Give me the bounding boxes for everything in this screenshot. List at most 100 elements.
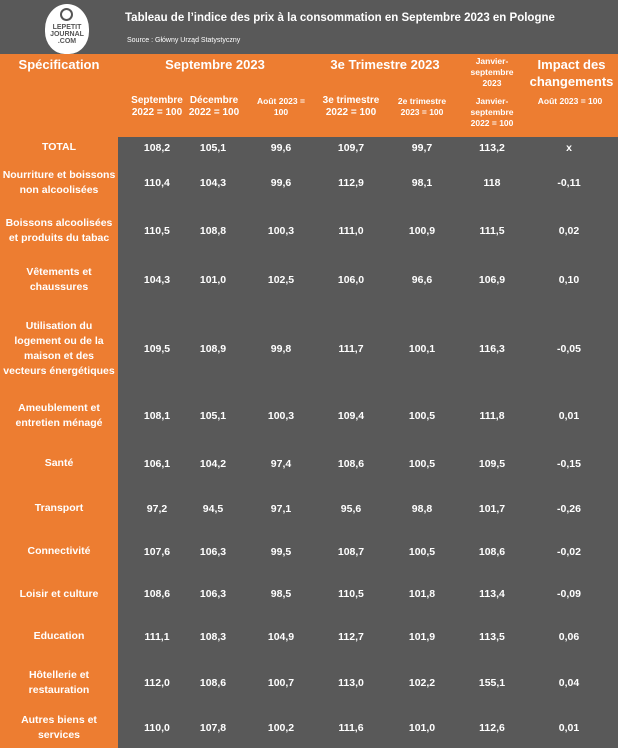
cell-value: 101,7: [478, 502, 506, 515]
cell-value: 94,5: [202, 502, 224, 515]
cell-value: 98,5: [270, 588, 292, 600]
cell-value: 97,4: [270, 457, 292, 470]
page-title: Tableau de l’indice des prix à la consom…: [125, 12, 555, 24]
source-text: Source : Główny Urząd Statystyczny: [127, 37, 241, 44]
cell-value: 104,2: [199, 457, 227, 470]
cell-value: 113,2: [479, 141, 505, 154]
cell-value: 111,0: [338, 225, 364, 237]
subheader: Août 2023 = 100: [257, 96, 305, 117]
cell-value: 100,1: [408, 342, 436, 355]
row-label: Vêtements et chaussures: [26, 266, 92, 293]
cell-value: 109,7: [337, 141, 365, 154]
cell-value: 100,5: [408, 457, 436, 470]
cell-value: 104,3: [143, 274, 171, 286]
table-row: Autres biens et services 110,0 107,8 100,2 1…: [0, 708, 618, 748]
cell-value: 111,7: [338, 342, 364, 355]
cell-value: 100,2: [267, 722, 295, 734]
cell-value: 108,6: [478, 545, 506, 558]
cell-value: 110,4: [144, 176, 170, 189]
table-row: Vêtements et chaussures 104,3 101,0 102,5 10…: [0, 255, 618, 305]
table-row: TOTAL 108,2 105,1 99,6 109,7 99,7 113,2 x: [0, 137, 618, 158]
cell-value: 96,6: [411, 274, 433, 286]
row-label: Nourriture et boissons non alcoolisées: [2, 168, 116, 196]
cell-value: -0,11: [557, 176, 581, 189]
cell-value: 95,6: [340, 502, 362, 515]
cell-value: 108,6: [199, 677, 227, 689]
row-label: Education: [33, 630, 85, 642]
cell-value: 118: [483, 176, 501, 189]
cell-value: 107,8: [199, 722, 227, 734]
cell-value: 99,6: [270, 176, 292, 189]
table-row: Nourriture et boissons non alcoolisées 11…: [0, 158, 618, 207]
table-row: Ameublement et entretien ménagé 108,1 105,…: [0, 392, 618, 440]
cell-value: 108,9: [199, 342, 227, 355]
cell-value: 109,5: [143, 342, 171, 355]
cell-value: 105,1: [199, 141, 227, 154]
table-row: Boissons alcoolisées et produits du taba…: [0, 207, 618, 255]
cell-value: 100,7: [267, 677, 295, 689]
table-row: Connectivité 107,6 106,3 99,5 108,7 100,5 108,…: [0, 530, 618, 573]
cell-value: 102,2: [408, 677, 436, 689]
cell-value: 106,3: [199, 588, 227, 600]
cell-value: 100,3: [267, 225, 295, 237]
cell-value: 99,8: [270, 342, 292, 355]
cell-value: -0,05: [557, 342, 581, 355]
cell-value: 112,6: [479, 722, 505, 734]
cell-value: 112,7: [338, 630, 364, 643]
cell-value: 100,5: [408, 545, 436, 558]
cell-value: -0,02: [557, 545, 581, 558]
cell-value: 0,06: [558, 630, 580, 643]
row-label: Utilisation du logement ou de la maison …: [3, 319, 115, 377]
cell-value: 111,8: [479, 410, 505, 422]
cell-value: 98,1: [411, 176, 433, 189]
cell-value: 99,5: [270, 545, 292, 558]
cell-value: 97,1: [270, 502, 292, 515]
cell-value: 98,8: [411, 502, 433, 515]
cell-value: 113,0: [338, 677, 364, 689]
subheader: Août 2023 = 100: [537, 96, 603, 106]
cell-value: 101,8: [408, 588, 436, 600]
cell-value: -0,09: [557, 588, 581, 600]
cell-value: 108,6: [337, 457, 365, 470]
cell-value: 111,5: [479, 225, 505, 237]
cell-value: 106,0: [337, 274, 365, 286]
table-body: TOTAL 108,2 105,1 99,6 109,7 99,7 113,2 x Nourri…: [0, 137, 618, 748]
cell-value: 108,6: [143, 588, 171, 600]
cell-value: 110,0: [144, 722, 170, 734]
subheader: 3e trimestre 2022 = 100: [322, 95, 380, 118]
cell-value: 0,01: [558, 722, 580, 734]
header-spec: Spécification: [18, 57, 100, 72]
cell-value: 108,3: [199, 630, 227, 643]
cell-value: 101,0: [408, 722, 436, 734]
cell-value: 108,7: [337, 545, 365, 558]
subheader: Décembre 2022 = 100: [188, 95, 240, 118]
table-row: Transport 97,2 94,5 97,1 95,6 98,8 101,7 -0,26: [0, 487, 618, 530]
header-q3-2023: 3e Trimestre 2023: [330, 57, 440, 72]
subheader: Septembre 2022 = 100: [131, 95, 183, 118]
title-bar: LEPETIT JOURNAL .COM Tableau de l’indice d…: [0, 0, 618, 54]
lepetitjournal-logo: LEPETIT JOURNAL .COM: [45, 4, 89, 54]
subheader: Janvier-septembre 2022 = 100: [470, 96, 514, 128]
cell-value: x: [566, 141, 572, 154]
cell-value: 101,9: [408, 630, 436, 643]
cell-value: 106,3: [199, 545, 227, 558]
cell-value: 110,5: [338, 588, 364, 600]
row-label: Santé: [44, 457, 74, 469]
row-label: Autres biens et services: [21, 714, 97, 741]
subheader: 2e trimestre 2023 = 100: [397, 96, 447, 117]
cell-value: 102,5: [267, 274, 295, 286]
row-label: Transport: [34, 502, 84, 514]
table-row: Utilisation du logement ou de la maison …: [0, 305, 618, 392]
cell-value: 109,4: [337, 410, 365, 422]
table-header: Spécification Septembre 2023 3e Trimestr…: [0, 54, 618, 137]
row-label: Ameublement et entretien ménagé: [15, 402, 103, 429]
cell-value: 113,4: [479, 588, 505, 600]
cell-value: 104,9: [267, 630, 295, 643]
cell-value: 0,01: [558, 410, 580, 422]
row-label: Loisir et culture: [19, 587, 99, 600]
cell-value: 100,9: [408, 225, 436, 237]
header-impact: Impact des changements: [529, 57, 614, 89]
row-label: Boissons alcoolisées et produits du taba…: [5, 217, 113, 244]
cell-value: 116,3: [479, 342, 505, 355]
row-label: Hôtellerie et restauration: [28, 669, 90, 696]
